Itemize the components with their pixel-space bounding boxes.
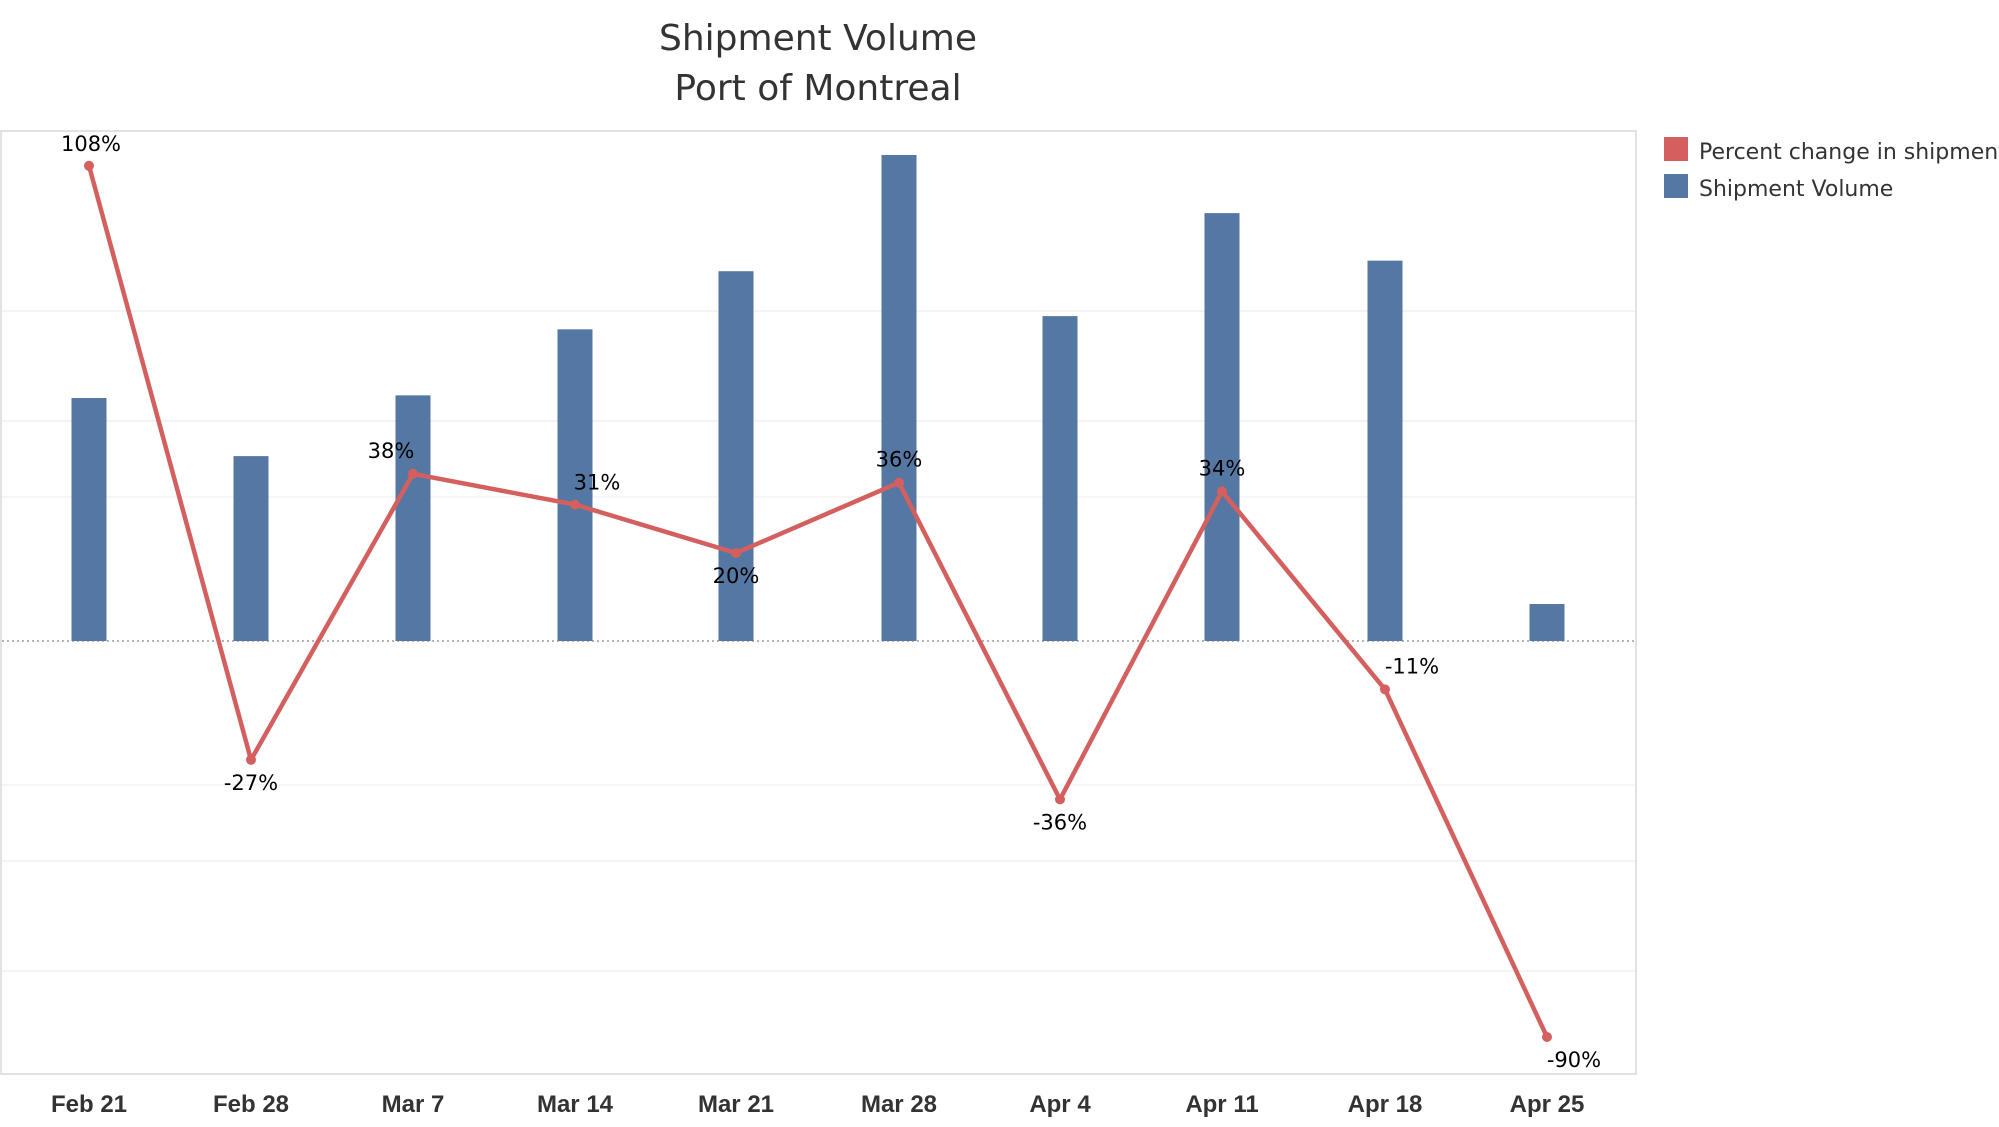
point-apr-18 [1380, 684, 1390, 695]
legend-swatch-percent-change [1664, 137, 1688, 161]
bar-mar-28 [881, 155, 917, 641]
x-tick-label: Apr 18 [1348, 1091, 1423, 1118]
point-apr-25 [1542, 1032, 1552, 1042]
point-mar-21 [731, 548, 741, 558]
bar-mar-21 [718, 271, 754, 641]
bar-apr-25 [1529, 604, 1565, 641]
gridlines [2, 310, 1635, 972]
x-tick-label: Apr 4 [1029, 1091, 1091, 1118]
data-label: 20% [713, 564, 760, 588]
x-tick-label: Mar 14 [537, 1091, 614, 1118]
point-mar-14 [570, 499, 580, 510]
data-label: 36% [876, 448, 923, 472]
legend-swatch-shipment-volume [1664, 174, 1688, 198]
bar-feb-28 [233, 456, 269, 641]
data-label: 108% [61, 132, 121, 156]
bar-apr-11 [1204, 213, 1240, 641]
chart-title: Shipment Volume [659, 18, 977, 59]
point-mar-7 [408, 468, 418, 479]
bar-series [71, 155, 1565, 641]
data-label: 34% [1199, 456, 1246, 480]
data-label: -90% [1547, 1048, 1601, 1072]
x-tick-label: Mar 28 [861, 1091, 937, 1118]
legend-label-percent-change: Percent change in shipments [1699, 140, 1999, 165]
x-tick-label: Apr 11 [1185, 1091, 1258, 1118]
percent-change-line [86, 165, 1550, 1038]
legend-label-shipment-volume: Shipment Volume [1699, 177, 1893, 202]
data-labels: 108% -27% 38% 31% 20% 36% -36% 34% -11% -90% [61, 132, 1601, 1072]
point-mar-28 [894, 477, 904, 488]
data-label: -36% [1033, 810, 1087, 834]
point-apr-4 [1055, 794, 1065, 805]
data-label: -27% [224, 771, 278, 795]
point-feb-21 [84, 160, 94, 171]
bar-mar-7 [395, 395, 431, 641]
data-label: 31% [574, 471, 621, 495]
plot-area [0, 130, 1637, 1075]
x-tick-label: Feb 28 [213, 1091, 289, 1118]
bar-apr-4 [1042, 316, 1078, 641]
chart-subtitle: Port of Montreal [674, 68, 961, 109]
x-axis-ticks: Feb 21 Feb 28 Mar 7 Mar 14 Mar 21 Mar 28 Apr 4… [51, 1091, 1584, 1118]
x-tick-label: Mar 21 [698, 1091, 774, 1118]
legend: Percent change in shipments Shipment Vol… [1664, 137, 1999, 202]
line-series [84, 160, 1552, 1042]
point-feb-28 [246, 754, 256, 765]
data-label: 38% [368, 439, 415, 463]
bar-apr-18 [1367, 260, 1403, 641]
bar-feb-21 [71, 398, 107, 641]
bar-mar-14 [557, 329, 593, 641]
x-tick-label: Apr 25 [1510, 1091, 1585, 1118]
data-label: -11% [1385, 654, 1439, 678]
x-tick-label: Mar 7 [382, 1091, 445, 1118]
x-tick-label: Feb 21 [51, 1091, 127, 1118]
point-apr-11 [1217, 486, 1227, 497]
